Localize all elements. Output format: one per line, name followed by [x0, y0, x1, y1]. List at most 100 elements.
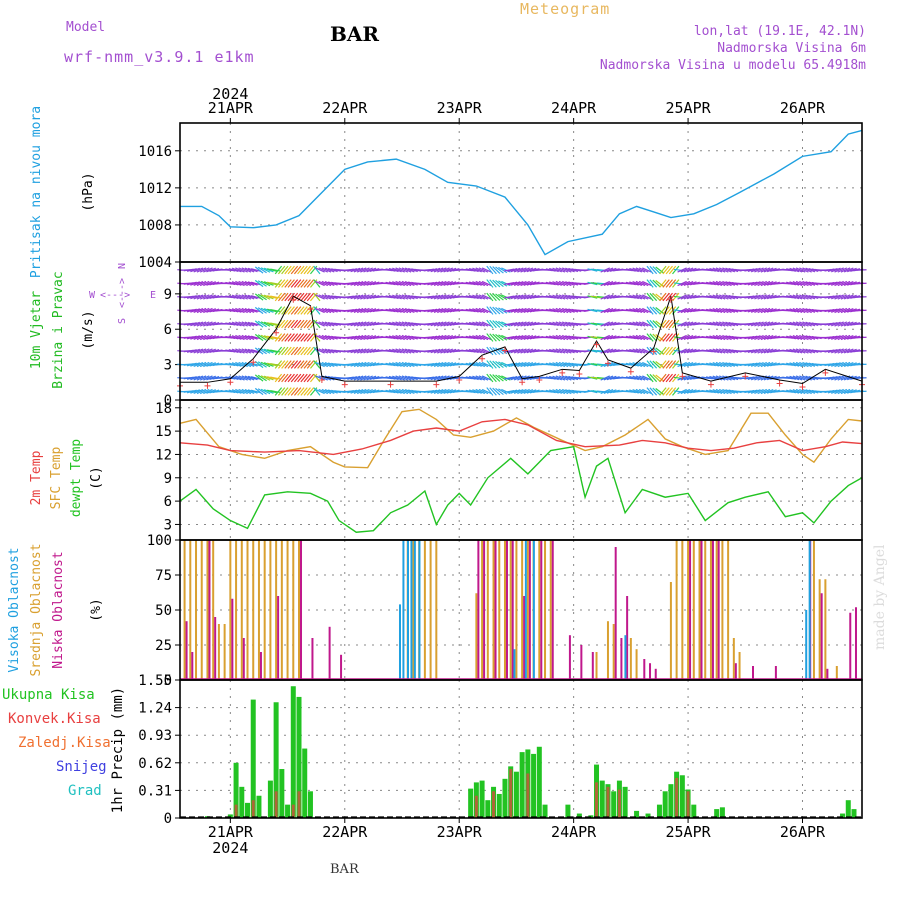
- wind-arrow: [440, 388, 450, 395]
- watermark: made by Angel: [872, 544, 888, 651]
- wind-arrow: [629, 348, 639, 354]
- wind-arrow: [443, 334, 454, 341]
- wind-arrow: [254, 320, 264, 328]
- wind-arrow: [760, 375, 771, 381]
- wind-arrow: [468, 281, 479, 286]
- wind-arrow: [225, 281, 236, 286]
- y-tick-label: 50: [155, 603, 172, 619]
- wind-arrow: [281, 333, 289, 342]
- wind-arrow: [642, 307, 652, 314]
- wind-arrow: [831, 308, 841, 313]
- wind-arrow: [360, 294, 370, 300]
- wind-arrow: [843, 375, 854, 381]
- wind-arrow: [558, 267, 569, 273]
- wind-arrow: [652, 374, 661, 382]
- wind-arrow: [834, 307, 844, 314]
- rain-total-bar: [645, 813, 651, 818]
- wind-arrow: [369, 362, 380, 367]
- wind-arrow: [629, 362, 639, 367]
- wind-arrow: [209, 267, 220, 273]
- wind-arrow: [802, 321, 812, 327]
- wind-arrow: [766, 389, 777, 394]
- wind-arrow: [760, 321, 771, 327]
- wind-arrow: [244, 335, 255, 340]
- wind-arrow: [565, 267, 575, 273]
- wind-gust-mark: [593, 341, 600, 348]
- wind-arrow: [754, 294, 764, 300]
- rain-convective-bar: [291, 804, 295, 818]
- wind-arrow: [472, 375, 482, 381]
- rain-convective-bar: [606, 786, 610, 818]
- rain-total-bar: [714, 809, 720, 818]
- wind-arrow: [478, 321, 489, 327]
- wind-arrow: [199, 375, 210, 381]
- wind-arrow: [306, 333, 315, 342]
- wind-arrow: [353, 375, 364, 381]
- wind-arrow: [786, 389, 797, 394]
- wind-gust-mark: [679, 373, 686, 380]
- wind-arrow: [300, 346, 308, 356]
- wind-arrow: [297, 279, 305, 288]
- wind-gust-mark: [204, 382, 211, 389]
- wind-arrow: [324, 281, 335, 286]
- wind-arrow: [555, 294, 566, 300]
- wind-arrow: [190, 362, 201, 367]
- wind-arrow: [274, 360, 283, 369]
- wind-arrow: [750, 267, 761, 273]
- wind-arrow: [662, 279, 670, 288]
- wind-arrow: [263, 281, 274, 286]
- rain-convective-bar: [274, 791, 278, 818]
- wind-arrow: [495, 266, 504, 274]
- wind-arrow: [789, 294, 800, 300]
- wind-arrow: [665, 373, 673, 383]
- wind-arrow: [629, 281, 639, 286]
- wind-arrow: [363, 307, 373, 314]
- wind-arrow: [284, 346, 292, 356]
- wind-arrow: [808, 321, 819, 327]
- wind-arrow: [824, 295, 835, 299]
- wind-arrow: [193, 308, 204, 313]
- wind-arrow: [520, 361, 530, 368]
- wind-arrow: [287, 279, 295, 288]
- wind-arrow: [369, 389, 380, 394]
- rain-total-bar: [719, 807, 725, 818]
- wind-arrow: [552, 389, 563, 394]
- wind-arrow: [715, 307, 726, 314]
- wind-arrow: [558, 321, 569, 327]
- wind-arrow: [523, 388, 534, 395]
- wind-arrow: [206, 348, 217, 354]
- wind-arrow: [297, 373, 305, 383]
- wind-arrow: [750, 375, 761, 381]
- dewpoint-label: dewpt Temp: [69, 439, 84, 517]
- wind-arrow: [231, 294, 242, 300]
- wind-arrow: [709, 375, 720, 381]
- wind-arrow: [321, 267, 332, 273]
- wind-arrow: [760, 280, 771, 287]
- wind-arrow: [492, 387, 501, 396]
- wind-arrow: [808, 267, 819, 273]
- y-tick-label: 0.62: [138, 756, 172, 772]
- wind-arrow: [507, 268, 518, 272]
- rain-total-bar: [250, 699, 256, 818]
- wind-arrow: [843, 335, 854, 340]
- wind-arrow: [235, 267, 245, 273]
- wind-arrow: [555, 321, 566, 327]
- wind-arrow: [600, 348, 611, 354]
- wind-arrow: [241, 375, 252, 381]
- wind-arrow: [492, 360, 501, 369]
- wind-arrow: [558, 375, 569, 381]
- wind-arrow: [235, 280, 245, 287]
- wind-arrow: [238, 334, 248, 341]
- rain-convective-bar: [492, 791, 496, 818]
- precip-legend-3: Snijeg: [56, 759, 107, 775]
- wind-arrow: [404, 389, 415, 394]
- wind-arrow: [680, 307, 691, 314]
- rain-convective-bar: [675, 777, 679, 818]
- wind-arrow: [186, 335, 197, 340]
- wind-arrow: [646, 360, 654, 369]
- wind-arrow: [545, 308, 556, 313]
- wind-arrow: [449, 362, 460, 367]
- wind-arrow: [799, 388, 809, 395]
- wind-arrow: [665, 319, 673, 329]
- wind-arrow: [395, 321, 405, 327]
